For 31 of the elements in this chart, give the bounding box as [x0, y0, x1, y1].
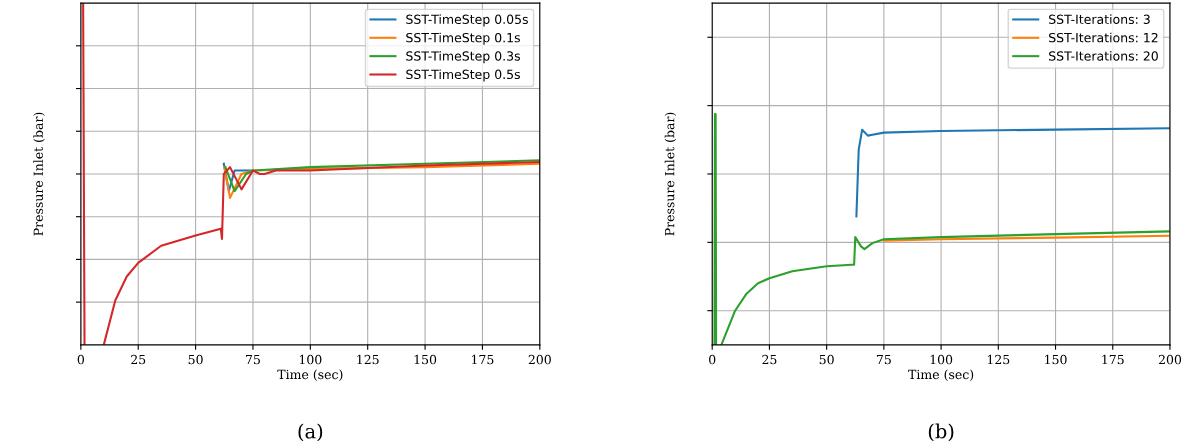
- x-tick-label: 0: [709, 354, 716, 365]
- text: (b): [928, 423, 954, 441]
- x-tick-label: 175: [1102, 354, 1124, 365]
- legend-label: SST-Iterations: 3: [1049, 14, 1150, 25]
- x-axis-title: Time (sec): [908, 369, 974, 381]
- x-tick-label: 125: [987, 354, 1010, 365]
- legend-label: SST-Iterations: 20: [1049, 51, 1158, 61]
- legend-label: SST-TimeStep 0.05s: [406, 14, 528, 27]
- x-tick-label: 125: [357, 354, 379, 365]
- text: (a): [298, 423, 323, 441]
- x-tick-label: 75: [246, 354, 260, 365]
- y-axis-title: Pressure Inlet (bar): [33, 112, 45, 236]
- x-tick-label: 200: [528, 354, 551, 365]
- x-tick-label: 100: [930, 354, 953, 365]
- x-tick-label: 150: [1045, 354, 1067, 365]
- x-tick-label: 75: [876, 354, 891, 365]
- legend-label: SST-TimeStep 0.5s: [406, 69, 520, 82]
- x-tick-label: 150: [414, 354, 437, 365]
- x-tick-label: 175: [472, 354, 494, 365]
- y-axis-title: Pressure Inlet (bar): [664, 112, 677, 236]
- x-tick-label: 100: [299, 354, 322, 365]
- x-tick-label: 50: [819, 354, 834, 365]
- legend-label: SST-TimeStep 0.3s: [406, 51, 520, 64]
- x-tick-label: 25: [762, 354, 777, 365]
- x-tick-label: 25: [131, 354, 146, 365]
- x-axis-title: Time (sec): [277, 369, 343, 381]
- legend-label: SST-Iterations: 12: [1049, 32, 1158, 43]
- legend-label: SST-TimeStep 0.1s: [406, 32, 520, 45]
- x-tick-label: 50: [188, 354, 203, 365]
- x-tick-label: 0: [77, 354, 84, 365]
- x-tick-label: 200: [1158, 354, 1182, 365]
